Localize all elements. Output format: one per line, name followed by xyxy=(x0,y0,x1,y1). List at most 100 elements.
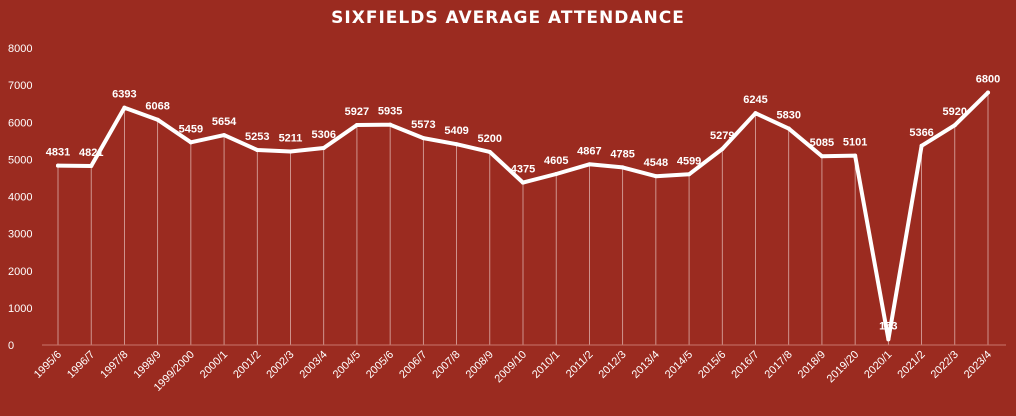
data-label: 5830 xyxy=(776,110,800,122)
data-point xyxy=(886,337,891,342)
data-point xyxy=(720,147,725,152)
x-tick-label: 2002/3 xyxy=(264,349,296,381)
x-tick-label: 2014/5 xyxy=(663,349,695,381)
data-label: 5654 xyxy=(212,116,237,128)
y-tick-label: 7000 xyxy=(8,80,32,92)
data-point xyxy=(653,174,658,179)
x-tick-label: 2020/1 xyxy=(862,349,894,381)
data-label: 6068 xyxy=(145,101,169,113)
data-label: 4548 xyxy=(644,157,668,169)
data-label: 5920 xyxy=(943,106,967,118)
data-point xyxy=(388,122,393,127)
x-tick-label: 2021/2 xyxy=(895,349,927,381)
data-label: 6245 xyxy=(743,94,767,106)
data-label: 5085 xyxy=(810,137,834,149)
data-label: 5279 xyxy=(710,130,734,142)
data-point xyxy=(487,149,492,154)
data-label-layer: 4831 4821 6393 6068 5459 5654 5253 5211 5306 5927… xyxy=(46,74,1000,333)
data-point xyxy=(89,164,94,169)
data-label: 4605 xyxy=(544,155,568,167)
data-point xyxy=(222,133,227,138)
x-tick-label: 2019/20 xyxy=(825,349,862,386)
x-tick-label: 2007/8 xyxy=(430,349,462,381)
data-point xyxy=(122,105,127,110)
x-tick-label: 2015/6 xyxy=(696,349,728,381)
x-tick-label: 2001/2 xyxy=(231,349,263,381)
x-tick-label: 2005/6 xyxy=(364,349,396,381)
x-tick-label: 1997/8 xyxy=(98,349,130,381)
data-point xyxy=(620,165,625,170)
data-point xyxy=(421,136,426,141)
data-point xyxy=(819,154,824,159)
y-tick-label: 4000 xyxy=(8,192,32,204)
y-tick-label: 2000 xyxy=(8,266,32,278)
data-label: 6393 xyxy=(112,89,136,101)
data-label: 5306 xyxy=(311,129,335,141)
y-tick-label: 5000 xyxy=(8,154,32,166)
data-point xyxy=(56,163,60,168)
data-label: 4821 xyxy=(79,147,103,159)
data-point xyxy=(255,147,260,152)
x-tick-label: 1996/7 xyxy=(65,349,97,381)
data-label: 5253 xyxy=(245,131,269,143)
data-label: 5927 xyxy=(345,106,369,118)
x-tick-label: 2011/2 xyxy=(564,349,596,381)
x-tick-label: 2004/5 xyxy=(331,349,363,381)
data-label: 5366 xyxy=(909,127,933,139)
y-tick-label: 6000 xyxy=(8,117,32,129)
data-label: 4831 xyxy=(46,147,70,159)
data-point xyxy=(155,117,160,122)
data-point xyxy=(919,143,924,148)
x-tick-label: 2017/8 xyxy=(763,349,795,381)
x-tick-label: 2023/4 xyxy=(962,349,994,381)
data-point xyxy=(853,153,858,158)
data-point xyxy=(554,172,559,177)
data-point xyxy=(188,140,193,145)
data-point xyxy=(454,142,459,147)
data-point xyxy=(288,149,293,154)
data-label: 4867 xyxy=(577,145,601,157)
x-tick-label: 2022/3 xyxy=(929,349,961,381)
data-label: 4375 xyxy=(511,164,535,176)
data-label: 5211 xyxy=(279,133,303,145)
data-label: 153 xyxy=(879,320,897,332)
x-tick-label: 2000/1 xyxy=(198,349,230,381)
data-label: 5409 xyxy=(444,125,468,137)
x-tick-label: 2018/9 xyxy=(796,349,828,381)
data-label: 4599 xyxy=(677,155,701,167)
data-point xyxy=(952,123,957,128)
data-point xyxy=(687,172,692,177)
x-tick-label: 2010/1 xyxy=(530,349,562,381)
x-tick-label: 1998/9 xyxy=(131,349,163,381)
series-line-layer xyxy=(56,90,990,342)
x-tick-label: 2003/4 xyxy=(298,349,330,381)
x-tick-label: 2009/10 xyxy=(493,349,530,386)
y-tick-label: 0 xyxy=(8,340,14,352)
x-tick-label: 2016/7 xyxy=(729,349,761,381)
x-tick-label: 2008/9 xyxy=(464,349,496,381)
data-label: 6800 xyxy=(976,74,1000,86)
data-point xyxy=(587,162,592,167)
y-tick-label: 8000 xyxy=(8,43,32,55)
data-label: 5101 xyxy=(843,137,867,149)
y-tick-label: 1000 xyxy=(8,303,32,315)
x-tick-label: 2006/7 xyxy=(397,349,429,381)
y-tick-label: 3000 xyxy=(8,229,32,241)
data-label: 4785 xyxy=(610,148,634,160)
data-point xyxy=(753,111,758,116)
data-point xyxy=(986,90,990,95)
data-label: 5459 xyxy=(179,123,203,135)
data-point xyxy=(786,126,791,131)
x-tick-label: 2013/4 xyxy=(630,349,662,381)
data-point xyxy=(354,122,359,127)
data-point xyxy=(521,180,525,185)
chart-title: SIXFIELDS AVERAGE ATTENDANCE xyxy=(331,8,685,28)
x-tick-label: 2012/3 xyxy=(596,349,628,381)
x-tick-label: 1995/6 xyxy=(32,349,64,381)
data-label: 5573 xyxy=(411,119,435,131)
data-label: 5200 xyxy=(478,133,502,145)
data-point xyxy=(321,146,326,151)
grid-layer xyxy=(57,92,989,345)
data-label: 5935 xyxy=(378,106,402,118)
